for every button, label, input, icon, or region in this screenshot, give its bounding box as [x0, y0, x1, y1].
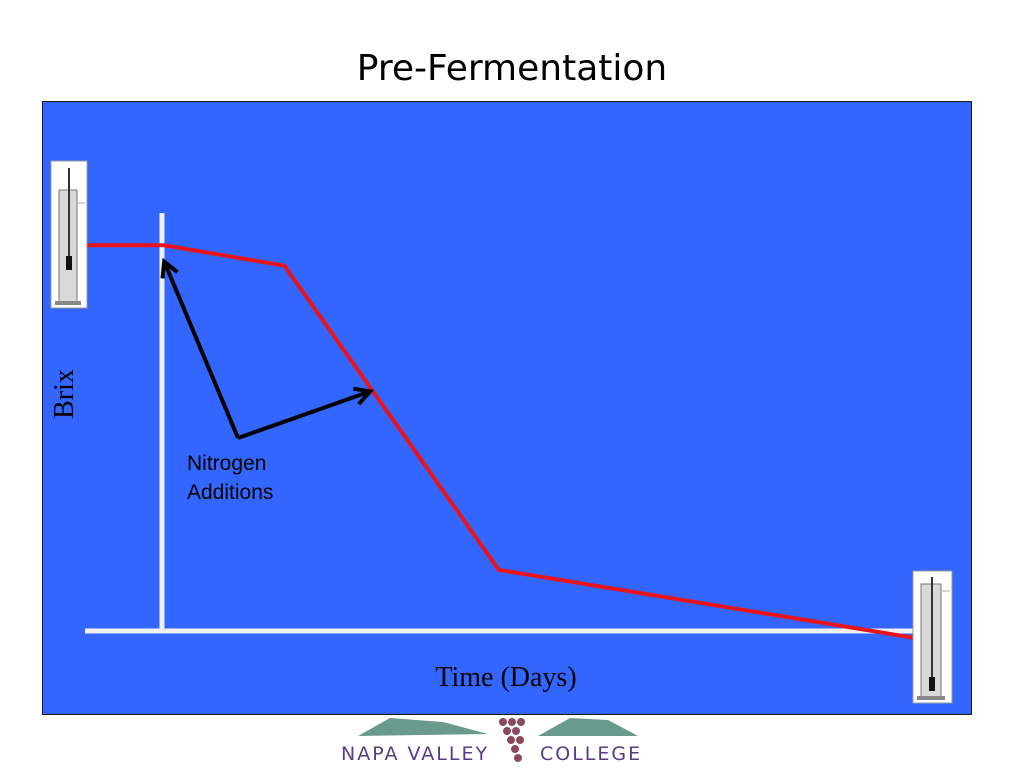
annotation-line-2: Additions: [187, 481, 273, 504]
annotation-arrowhead-1: [353, 386, 375, 406]
logo-text-right: COLLEGE: [540, 743, 642, 765]
logo-hills-right: [538, 718, 638, 736]
nitrogen-arrows: [160, 257, 375, 440]
x-axis-label: Time (Days): [435, 662, 576, 693]
grape-cluster-icon: [499, 718, 525, 762]
chart-panel: [42, 101, 972, 715]
napa-valley-college-logo: NAPA VALLEY COLLEGE: [341, 718, 642, 765]
annotation-arrowhead-0: [160, 257, 179, 279]
annotation-arrow-0: [162, 260, 240, 439]
hydrometer-full-cylinder-icon: [50, 160, 88, 309]
logo-text-left: NAPA VALLEY: [341, 743, 489, 765]
brix-points: [86, 245, 946, 644]
logo-hills-left: [358, 718, 488, 736]
hydrometer-low-cylinder-icon: [912, 570, 953, 704]
brix-line: [87, 243, 946, 645]
annotation-arrow-1: [237, 389, 371, 440]
page-title: Pre-Fermentation: [356, 48, 668, 89]
y-axis-label: Brix: [49, 369, 80, 419]
annotation-line-1: Nitrogen: [187, 452, 266, 475]
